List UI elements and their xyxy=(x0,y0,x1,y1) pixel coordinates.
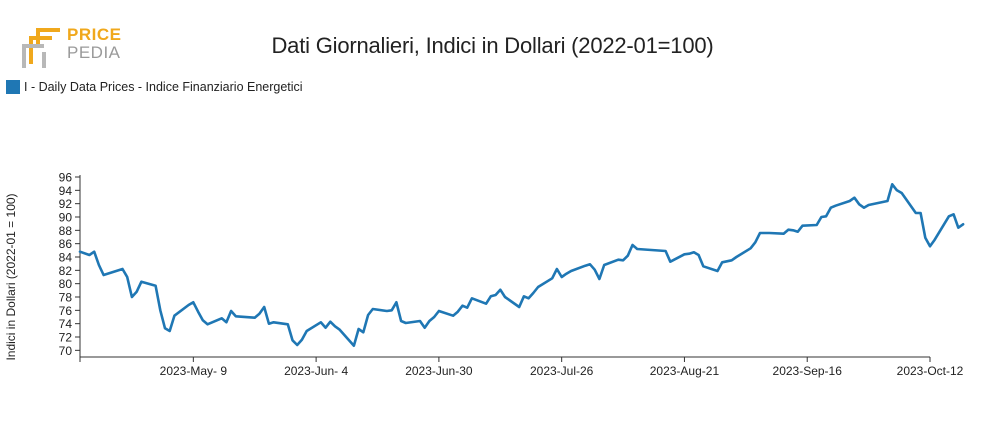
series-line xyxy=(78,183,965,347)
x-tick-label: 2023-Jun- 4 xyxy=(284,364,348,378)
y-tick-label: 94 xyxy=(59,184,73,198)
y-tick-label: 70 xyxy=(59,344,73,358)
x-axis: 2023-May- 9 2023-Jun- 4 2023-Jun-30 2023-Ju… xyxy=(79,356,964,378)
x-tick-label: 2023-Aug-21 xyxy=(650,364,720,378)
legend-label: I - Daily Data Prices - Indice Finanziar… xyxy=(24,80,303,94)
y-tick-label: 90 xyxy=(59,211,73,225)
y-tick-label: 78 xyxy=(59,291,73,305)
x-tick-label: 2023-Jul-26 xyxy=(530,364,594,378)
logo-text-price: PRICE xyxy=(67,25,122,44)
chart-legend[interactable]: I - Daily Data Prices - Indice Finanziar… xyxy=(6,80,303,94)
pricepedia-logo: PRICE PEDIA xyxy=(20,24,130,70)
y-tick-label: 96 xyxy=(59,171,73,185)
logo-mark-icon xyxy=(22,28,60,68)
plot-area xyxy=(78,183,965,347)
y-tick-label: 76 xyxy=(59,304,73,318)
y-tick-label: 88 xyxy=(59,224,73,238)
x-tick-label: 2023-Oct-12 xyxy=(897,364,964,378)
y-tick-label: 74 xyxy=(59,317,73,331)
y-axis-label: Indici in Dollari (2022-01 = 100) xyxy=(4,193,18,360)
x-tick-label: 2023-Jun-30 xyxy=(405,364,473,378)
y-tick-label: 82 xyxy=(59,264,73,278)
y-tick-label: 72 xyxy=(59,331,73,345)
logo-text-pedia: PEDIA xyxy=(67,43,121,62)
x-tick-label: 2023-May- 9 xyxy=(160,364,228,378)
legend-swatch xyxy=(6,80,20,94)
y-tick-label: 84 xyxy=(59,251,73,265)
y-tick-label: 92 xyxy=(59,197,73,211)
y-tick-label: 80 xyxy=(59,277,73,291)
chart-title: Dati Giornalieri, Indici in Dollari (202… xyxy=(271,33,714,58)
y-tick-label: 86 xyxy=(59,237,73,251)
x-tick-label: 2023-Sep-16 xyxy=(773,364,843,378)
